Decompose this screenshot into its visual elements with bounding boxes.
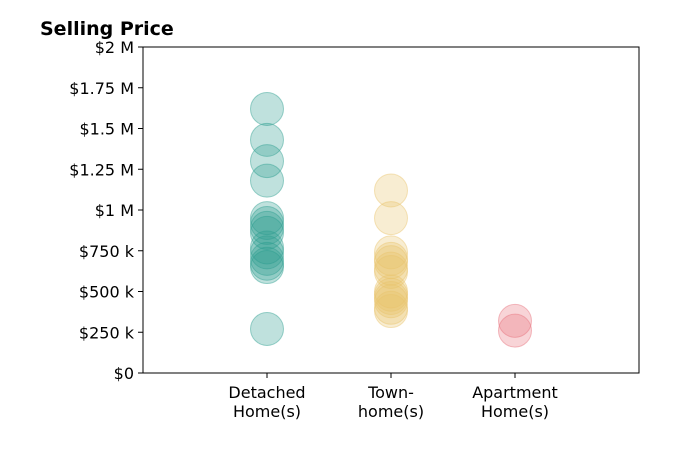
y-tick-label: $0 bbox=[114, 364, 134, 383]
data-point bbox=[374, 284, 408, 319]
data-point bbox=[374, 254, 408, 289]
x-axis: Detached Home(s) Town-home(s) Apartment Home… bbox=[228, 373, 558, 421]
data-point bbox=[374, 274, 408, 309]
data-point bbox=[250, 235, 284, 270]
data-point bbox=[250, 311, 284, 346]
y-tick-label: $1 M bbox=[95, 201, 134, 220]
data-point bbox=[250, 215, 284, 250]
data-point bbox=[374, 173, 408, 208]
chart-title: Selling Price bbox=[40, 18, 174, 40]
data-point bbox=[374, 290, 408, 325]
data-point bbox=[374, 241, 408, 276]
data-point bbox=[250, 201, 284, 236]
data-point bbox=[374, 235, 408, 270]
data-point bbox=[250, 144, 284, 179]
data-points bbox=[250, 91, 532, 348]
y-tick-label: $1.5 M bbox=[79, 120, 134, 139]
data-point bbox=[250, 210, 284, 245]
data-point bbox=[374, 277, 408, 312]
data-point bbox=[498, 303, 532, 338]
y-axis: $0 $250 k $500 k $750 k $1 M $1.25 M $1.5 M $1.… bbox=[69, 38, 143, 383]
data-point bbox=[374, 245, 408, 280]
data-point bbox=[374, 251, 408, 286]
data-point bbox=[250, 230, 284, 265]
y-tick-label: $500 k bbox=[79, 283, 135, 302]
data-point bbox=[250, 91, 284, 126]
x-tick-label: Detached Home(s) bbox=[228, 383, 305, 421]
data-point bbox=[250, 163, 284, 198]
x-tick-label: Town-home(s) bbox=[358, 383, 424, 421]
data-point bbox=[250, 250, 284, 285]
y-tick-label: $1.75 M bbox=[69, 79, 134, 98]
data-point bbox=[374, 201, 408, 236]
data-point bbox=[250, 206, 284, 241]
data-point bbox=[374, 294, 408, 329]
y-tick-label: $750 k bbox=[79, 242, 135, 261]
data-point bbox=[498, 313, 532, 348]
data-point bbox=[374, 281, 408, 316]
data-point bbox=[250, 122, 284, 157]
x-tick-label: Apartment Home(s) bbox=[472, 383, 558, 421]
y-tick-label: $1.25 M bbox=[69, 160, 134, 179]
y-tick-label: $2 M bbox=[95, 38, 134, 57]
y-tick-label: $250 k bbox=[79, 323, 135, 342]
data-point bbox=[250, 241, 284, 276]
data-point bbox=[250, 246, 284, 281]
